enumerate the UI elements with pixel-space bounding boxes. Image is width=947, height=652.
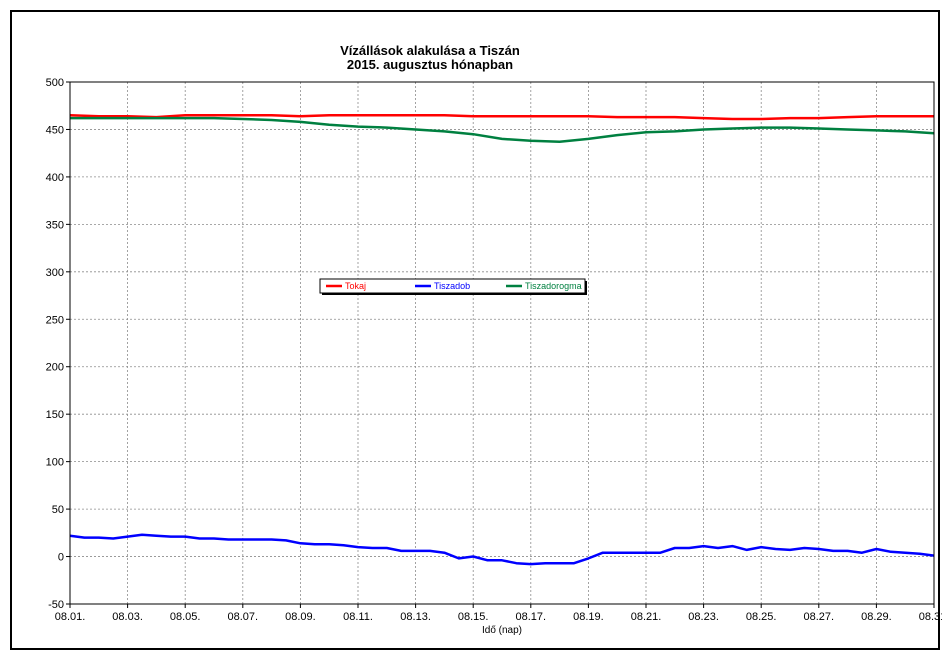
series-group <box>69 113 935 566</box>
grid <box>69 81 935 605</box>
x-tick-label: 08.17. <box>516 611 547 623</box>
legend-box <box>319 278 586 294</box>
x-tick-label: 08.05. <box>170 611 201 623</box>
x-tick-label: 08.01. <box>55 611 86 623</box>
x-tick-label: 08.11. <box>343 611 373 623</box>
legend: Tokaj Tiszadob Tiszadorogma <box>319 278 587 295</box>
chart-subtitle: 2015. augusztus hónapban <box>347 57 513 72</box>
x-tick-label: 08.27. <box>804 611 835 623</box>
x-tick-label: 08.13. <box>400 611 431 623</box>
y-tick-label: 350 <box>46 219 64 231</box>
legend-entry: Tokaj <box>345 281 366 291</box>
x-axis-label: Idő (nap) <box>482 625 522 636</box>
chart-frame: Vízállások alakulása a Tiszán 2015. augu… <box>10 10 942 650</box>
y-tick-label: 250 <box>46 314 64 326</box>
y-tick-label: -50 <box>48 599 64 611</box>
y-tick-label: 500 <box>46 77 64 89</box>
series-line-tiszadorogma <box>70 116 935 144</box>
y-tick-label: 300 <box>46 267 64 279</box>
x-tick-label: 08.29. <box>861 611 892 623</box>
x-tick-label: 08.09. <box>285 611 316 623</box>
y-tick-label: 150 <box>46 409 64 421</box>
series-line-tokaj <box>69 113 934 121</box>
x-tick-label: 08.15. <box>458 611 489 623</box>
legend-entry: Tiszadorogma <box>525 281 582 291</box>
y-tick-label: 450 <box>46 124 64 136</box>
chart-canvas: Vízállások alakulása a Tiszán 2015. augu… <box>46 43 942 636</box>
series-line-tiszadob <box>69 533 935 566</box>
legend-entry: Tiszadob <box>434 281 470 291</box>
plot-area-border <box>69 81 935 605</box>
x-tick-label: 08.07. <box>228 611 259 623</box>
y-tick-label: 50 <box>52 504 64 516</box>
x-tick-label: 08.31. <box>919 611 942 623</box>
x-tick-label: 08.03. <box>112 611 143 623</box>
x-tick-label: 08.21. <box>631 611 662 623</box>
chart-title: Vízállások alakulása a Tiszán <box>340 43 520 58</box>
y-tick-label: 200 <box>46 362 64 374</box>
x-axis: 08.01. 08.03. 08.05. 08.07. 08.09. 08.11. 08.1… <box>55 604 942 623</box>
x-tick-label: 08.23. <box>688 611 719 623</box>
y-tick-label: 400 <box>46 172 64 184</box>
y-tick-label: 100 <box>46 457 64 469</box>
x-tick-label: 08.25. <box>746 611 777 623</box>
y-tick-label: 0 <box>58 552 64 564</box>
x-tick-label: 08.19. <box>573 611 604 623</box>
